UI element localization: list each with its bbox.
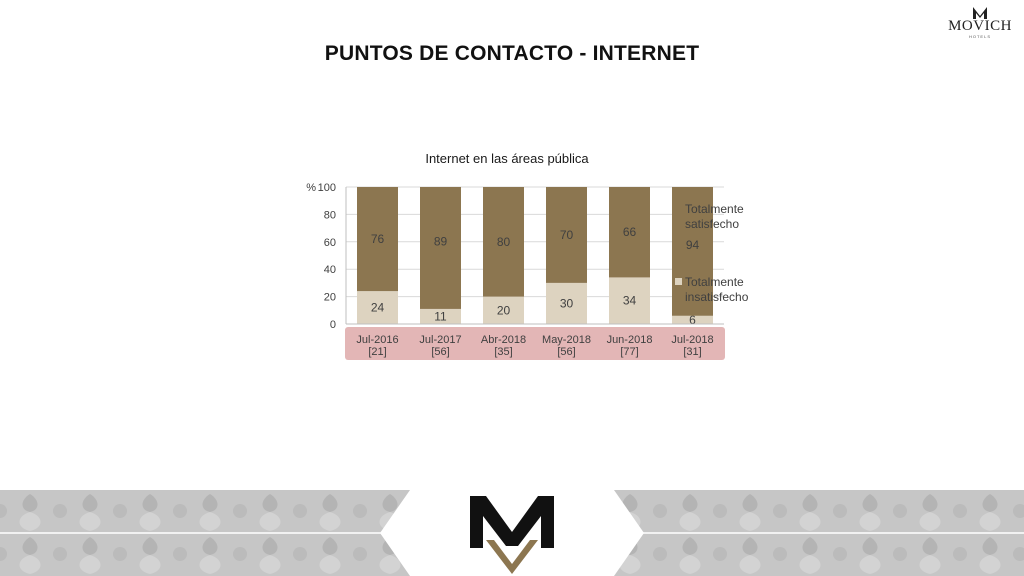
legend-label: satisfecho bbox=[685, 217, 739, 231]
x-tick-label: Jun-2018 bbox=[607, 334, 653, 346]
bar-segment bbox=[609, 187, 650, 278]
data-label: 11 bbox=[434, 309, 447, 323]
x-tick-label: Jul-2016 bbox=[356, 334, 398, 346]
brand-name: MOVICH bbox=[948, 18, 1012, 34]
brand-monogram-icon bbox=[973, 7, 987, 19]
bar-segment bbox=[420, 187, 461, 309]
data-label: 30 bbox=[560, 296, 574, 310]
data-label: 89 bbox=[434, 235, 448, 249]
bar-segment bbox=[672, 315, 713, 324]
y-tick-label: 40 bbox=[324, 264, 336, 276]
y-axis: 0 20 40 60 80 100% bbox=[306, 182, 347, 331]
legend-label: insatisfecho bbox=[685, 290, 749, 304]
category-axis-band bbox=[345, 327, 725, 360]
legend-swatch bbox=[675, 278, 682, 285]
bar-segment bbox=[357, 291, 398, 324]
bar-segment bbox=[483, 187, 524, 297]
bar-segment bbox=[546, 187, 587, 283]
x-tick-label: May-2018 bbox=[542, 334, 591, 346]
footer-monogram-icon bbox=[470, 496, 554, 574]
legend-label: Totalmente bbox=[685, 275, 744, 289]
y-tick-label: 20 bbox=[324, 292, 336, 304]
data-label: 66 bbox=[623, 225, 637, 239]
x-tick-label: [35] bbox=[494, 346, 512, 358]
x-tick-label: Jul-2018 bbox=[671, 334, 713, 346]
y-tick-label: 60 bbox=[324, 237, 336, 249]
stacked-bar-chart: Internet en las áreas pública 24 76 11 89 20… bbox=[306, 151, 749, 360]
y-tick-label: 0 bbox=[330, 319, 336, 331]
y-tick-label: 100 bbox=[318, 182, 336, 194]
x-tick-label: Jul-2017 bbox=[419, 334, 461, 346]
legend-label: Totalmente bbox=[685, 202, 744, 216]
x-axis: Jul-2016[21]Jul-2017[56]Abr-2018[35]May-… bbox=[346, 323, 724, 358]
chart-legend: TotalmentesatisfechoTotalmenteinsatisfec… bbox=[675, 202, 749, 304]
x-tick-label: [77] bbox=[620, 346, 638, 358]
bar-segment bbox=[420, 308, 461, 324]
x-tick-label: Abr-2018 bbox=[481, 334, 526, 346]
legend-swatch bbox=[675, 205, 682, 212]
x-tick-label: [31] bbox=[683, 346, 701, 358]
data-label: 80 bbox=[497, 235, 511, 249]
bar-segment bbox=[357, 187, 398, 292]
data-label: 94 bbox=[686, 238, 700, 252]
y-tick-label: 80 bbox=[324, 209, 336, 221]
x-tick-label: [56] bbox=[431, 346, 449, 358]
chart-title: Internet en las áreas pública bbox=[425, 151, 589, 166]
footer-banner bbox=[0, 490, 1024, 576]
data-label: 6 bbox=[689, 313, 696, 327]
chart-gridlines bbox=[346, 186, 724, 325]
data-label: 76 bbox=[371, 232, 385, 246]
bar-segment bbox=[609, 277, 650, 324]
x-tick-label: [21] bbox=[368, 346, 386, 358]
brand-logo bbox=[973, 7, 987, 19]
bar-segment bbox=[483, 296, 524, 324]
brand-subtitle: HOTELS bbox=[968, 34, 991, 39]
x-tick-label: [56] bbox=[557, 346, 575, 358]
page-title: PUNTOS DE CONTACTO - INTERNET bbox=[324, 42, 700, 65]
data-label: 20 bbox=[497, 303, 511, 317]
data-label: 24 bbox=[371, 301, 385, 315]
bar-segment bbox=[546, 282, 587, 324]
y-axis-label: % bbox=[306, 182, 316, 194]
data-label: 70 bbox=[560, 228, 574, 242]
data-label: 34 bbox=[623, 294, 637, 308]
